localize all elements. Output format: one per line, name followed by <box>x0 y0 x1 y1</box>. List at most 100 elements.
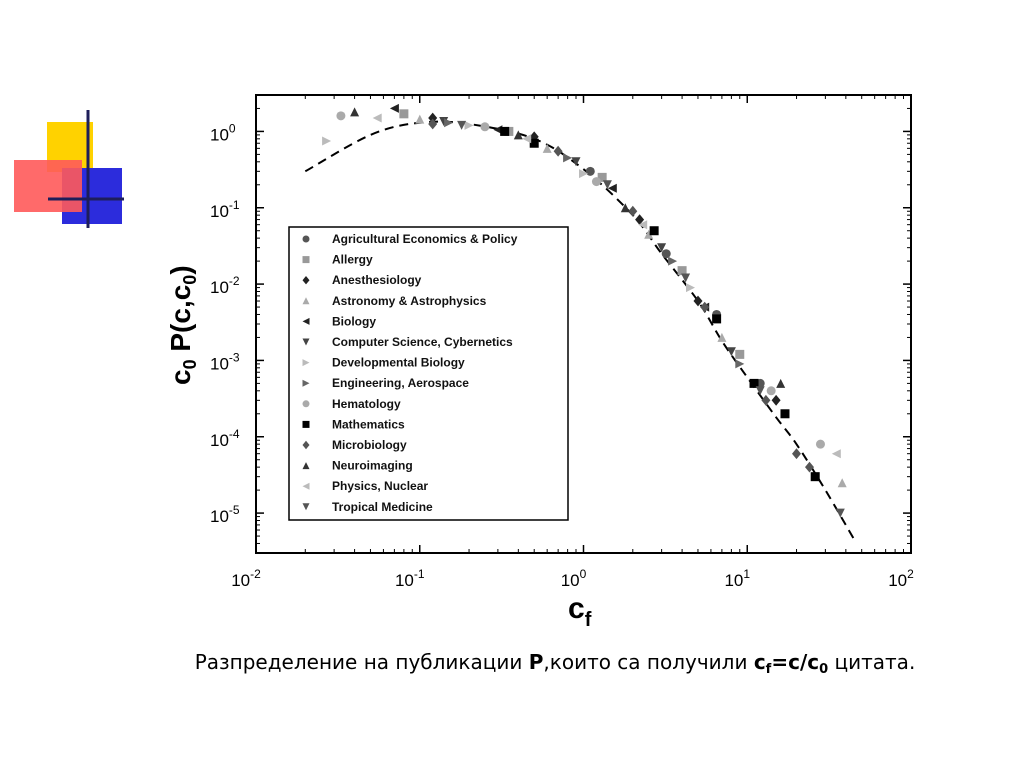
data-point <box>635 214 645 225</box>
data-point <box>457 120 467 130</box>
legend-label: Computer Science, Cybernetics <box>332 335 513 349</box>
data-point <box>810 472 820 482</box>
legend-label: Tropical Medicine <box>332 500 433 514</box>
data-point <box>522 134 532 144</box>
data-point <box>591 177 601 187</box>
data-point <box>776 378 786 388</box>
data-point <box>780 409 790 419</box>
red-square <box>14 160 82 212</box>
data-point <box>372 113 382 123</box>
data-point <box>513 130 523 140</box>
data-point <box>620 203 630 213</box>
legend-marker <box>302 276 310 285</box>
data-point <box>571 157 581 167</box>
data-point <box>464 120 474 130</box>
legend: Agricultural Economics & Policy Allergy An… <box>288 226 569 521</box>
data-point <box>700 301 710 313</box>
x-tick-label: 100 <box>561 567 587 590</box>
data-point <box>428 118 438 130</box>
x-tick-label: 10-2 <box>231 567 261 590</box>
data-point <box>735 359 745 369</box>
citation-distribution-chart: 10-2 10-1 100 101 102 100 10-1 10-2 10-3 10-4 10-… <box>165 94 914 631</box>
data-point <box>553 145 563 157</box>
data-point <box>805 461 814 473</box>
legend-label: Mathematics <box>332 417 405 431</box>
data-point <box>837 478 847 488</box>
data-point <box>668 256 678 266</box>
data-point <box>322 136 332 146</box>
legend-marker <box>302 482 310 490</box>
y-tick-label: 10-5 <box>210 503 240 526</box>
y-tick-label: 10-4 <box>210 427 240 450</box>
data-point <box>761 394 771 406</box>
y-tick-labels: 100 10-1 10-2 10-3 10-4 10-5 <box>210 121 240 526</box>
data-point <box>480 122 490 132</box>
caption-bold-p: P <box>528 650 544 674</box>
data-point <box>681 273 691 283</box>
legend-marker <box>302 297 310 305</box>
y-tick-label: 10-1 <box>210 198 240 221</box>
legend-marker <box>302 256 310 264</box>
y-axis-label: c0 P(c,c0) <box>165 265 200 385</box>
x-tick-labels: 10-2 10-1 100 101 102 <box>231 567 914 590</box>
decorative-squares <box>14 110 124 228</box>
data-point <box>657 243 667 253</box>
legend-label: Astronomy & Astrophysics <box>332 294 487 308</box>
legend-marker <box>302 317 310 325</box>
data-point <box>415 114 425 124</box>
data-point <box>607 183 617 193</box>
data-point <box>399 109 409 119</box>
caption-formula: cf=c/c0 <box>753 650 829 677</box>
legend-label: Developmental Biology <box>332 356 465 370</box>
data-point <box>428 112 438 124</box>
data-point <box>693 295 703 307</box>
legend-box <box>288 226 569 521</box>
x-tick-label: 102 <box>888 567 914 590</box>
caption-middle: ,които са получили <box>543 650 754 674</box>
data-point <box>792 448 801 460</box>
data-point <box>493 125 503 135</box>
caption: Разпределение на публикации P,които са п… <box>0 650 1024 677</box>
legend-label: Hematology <box>332 397 401 411</box>
data-point <box>686 283 695 293</box>
data-point <box>771 394 781 406</box>
data-point <box>661 249 671 259</box>
data-point <box>766 386 776 396</box>
data-point <box>735 349 745 359</box>
data-point <box>831 449 841 459</box>
caption-suffix: цитата. <box>828 650 916 674</box>
data-point <box>835 508 845 518</box>
legend-items: Agricultural Economics & Policy Allergy An… <box>302 232 518 514</box>
x-axis-label: cf <box>568 592 592 631</box>
data-point <box>597 172 607 182</box>
data-point <box>563 153 573 163</box>
legend-marker <box>302 420 310 428</box>
data-point <box>628 205 638 217</box>
data-point <box>579 169 588 179</box>
y-tick-label: 10-3 <box>210 350 240 373</box>
legend-marker <box>302 359 310 367</box>
legend-marker <box>302 379 310 387</box>
data-point <box>336 111 346 121</box>
data-point <box>712 314 722 324</box>
data-point <box>585 166 595 176</box>
legend-label: Agricultural Economics & Policy <box>332 232 518 246</box>
legend-label: Biology <box>332 314 376 328</box>
data-point <box>500 126 510 136</box>
data-points <box>322 103 847 518</box>
caption-prefix: Разпределение на публикации <box>194 650 529 674</box>
legend-label: Engineering, Aerospace <box>332 376 469 390</box>
legend-marker <box>302 462 310 470</box>
data-point <box>749 378 759 388</box>
x-tick-label: 101 <box>724 567 750 590</box>
axis-ticks <box>255 94 912 554</box>
data-point <box>726 347 736 357</box>
data-point <box>717 332 727 342</box>
data-point <box>815 439 825 449</box>
legend-label: Microbiology <box>332 438 407 452</box>
legend-marker <box>302 338 310 346</box>
legend-label: Physics, Nuclear <box>332 479 428 493</box>
data-point <box>649 226 659 236</box>
data-point <box>638 220 648 230</box>
legend-marker <box>302 235 310 243</box>
